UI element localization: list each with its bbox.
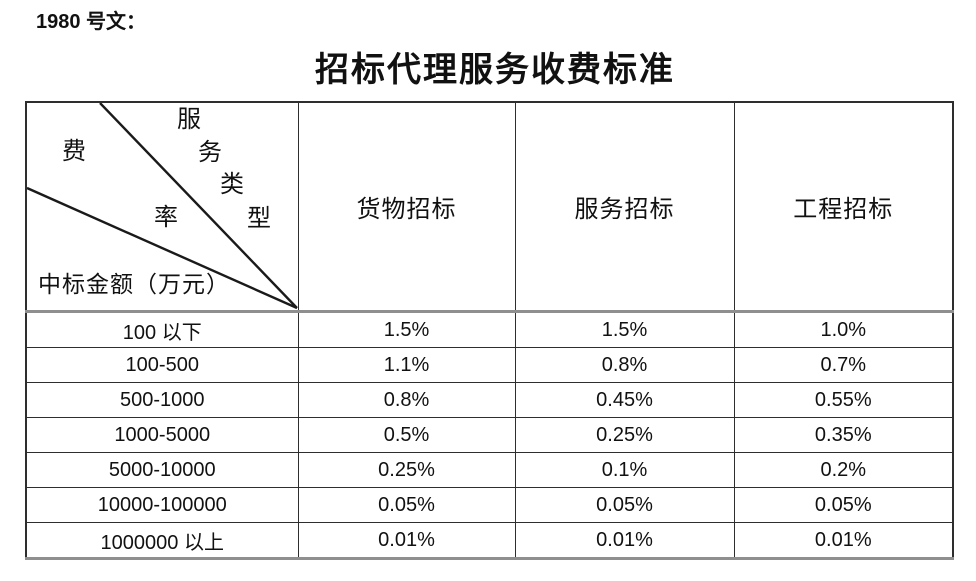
diagonal-header-cell: 服 务 类 型 费 率 中标金额（万元） [25,101,299,313]
table-row: 100-500 1.1% 0.8% 0.7% [25,347,954,383]
header-row: 服 务 类 型 费 率 中标金额（万元） 货物招标 服务招标 工程招标 [25,101,954,313]
amount-range-cell: 100-500 [25,347,299,383]
table-row: 10000-100000 0.05% 0.05% 0.05% [25,487,954,523]
fee-rate-char: 率 [154,205,179,231]
rate-cell: 0.55% [733,382,954,418]
rate-cell: 0.25% [297,452,516,488]
rate-cell: 0.8% [297,382,516,418]
rate-cell: 0.1% [514,452,735,488]
rate-cell: 0.01% [733,522,954,559]
amount-range-cell: 100 以下 [25,311,299,348]
rate-cell: 0.7% [733,347,954,383]
rate-cell: 0.05% [514,487,735,523]
service-type-char: 类 [220,172,245,198]
rate-cell: 0.8% [514,347,735,383]
amount-axis-label: 中标金额（万元） [38,272,230,297]
rate-cell: 0.25% [514,417,735,453]
column-header-goods: 货物招标 [297,101,516,313]
rate-cell: 1.1% [297,347,516,383]
service-type-char: 务 [198,140,223,166]
rate-cell: 0.05% [297,487,516,523]
rate-cell: 1.0% [733,311,954,348]
page-title: 招标代理服务收费标准 [315,52,675,89]
fee-table: 服 务 类 型 费 率 中标金额（万元） 货物招标 服务招标 工程招标 100 … [25,101,954,560]
rate-cell: 0.2% [733,452,954,488]
doc-number-label: 1980 号文： [36,11,147,33]
amount-range-cell: 10000-100000 [25,487,299,523]
service-type-char: 服 [177,107,202,133]
service-type-char: 型 [247,206,272,232]
rate-cell: 1.5% [297,311,516,348]
amount-range-cell: 5000-10000 [25,452,299,488]
fee-rate-char: 费 [62,139,87,165]
table-row: 500-1000 0.8% 0.45% 0.55% [25,382,954,418]
diagonal-split-lines [27,103,297,309]
amount-range-cell: 500-1000 [25,382,299,418]
rate-cell: 0.01% [514,522,735,559]
table-row: 100 以下 1.5% 1.5% 1.0% [25,311,954,348]
rate-cell: 0.35% [733,417,954,453]
table-row: 1000000 以上 0.01% 0.01% 0.01% [25,522,954,559]
rate-cell: 1.5% [514,311,735,348]
rate-cell: 0.01% [297,522,516,559]
rate-cell: 0.5% [297,417,516,453]
column-header-engineering: 工程招标 [733,101,954,313]
table-row: 1000-5000 0.5% 0.25% 0.35% [25,417,954,453]
amount-range-cell: 1000-5000 [25,417,299,453]
table-row: 5000-10000 0.25% 0.1% 0.2% [25,452,954,488]
rate-cell: 0.45% [514,382,735,418]
column-header-services: 服务招标 [514,101,735,313]
rate-cell: 0.05% [733,487,954,523]
amount-range-cell: 1000000 以上 [25,522,299,559]
